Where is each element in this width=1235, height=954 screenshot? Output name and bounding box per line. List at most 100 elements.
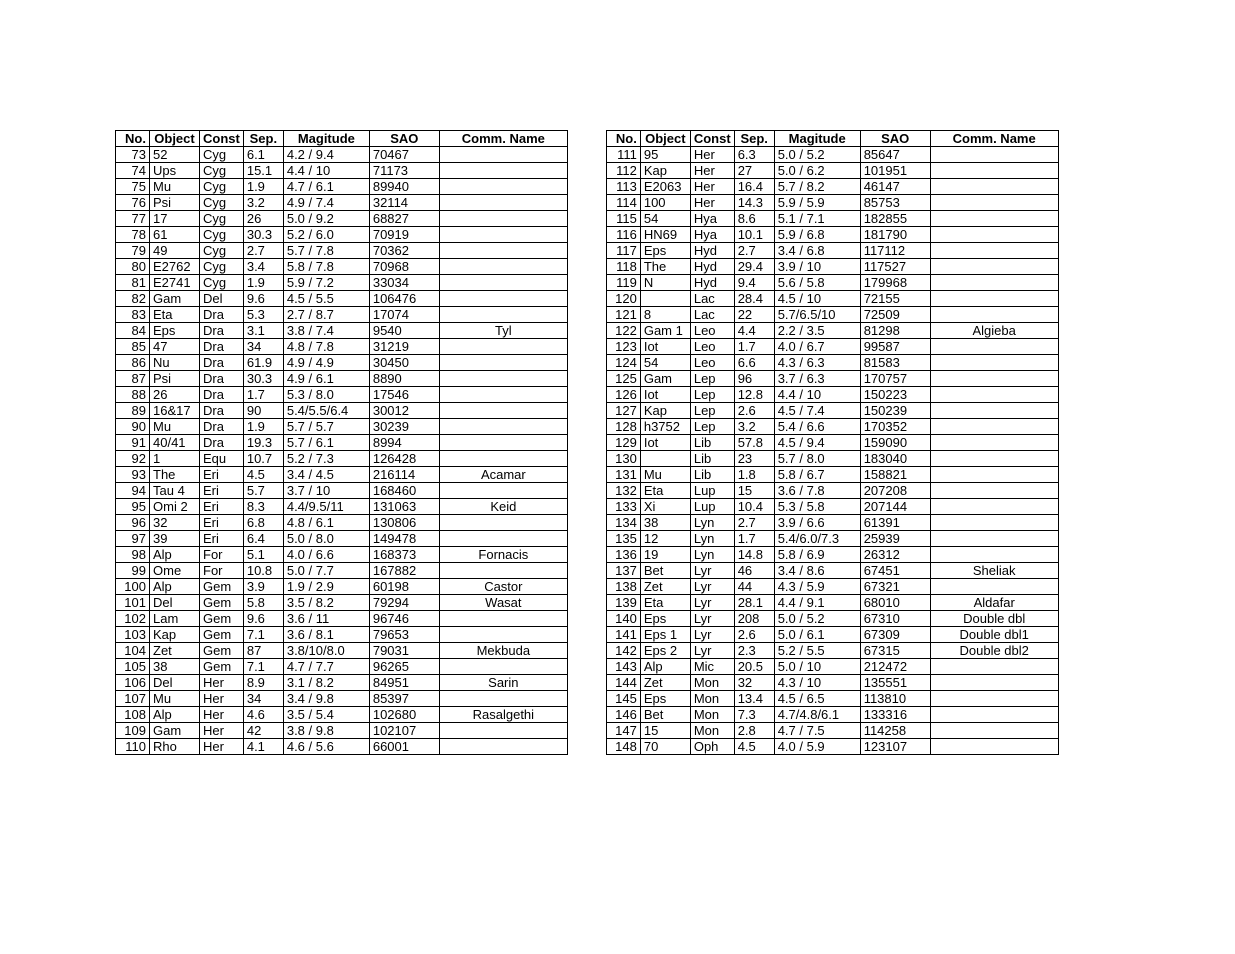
cell-object: Eps	[150, 323, 200, 339]
cell-sep: 16.4	[734, 179, 774, 195]
cell-sao: 81298	[860, 323, 930, 339]
cell-const: For	[200, 547, 244, 563]
cell-object: Lam	[150, 611, 200, 627]
cell-sao: 68827	[369, 211, 439, 227]
cell-comm-name	[439, 211, 567, 227]
cell-magitude: 5.8 / 7.8	[283, 259, 369, 275]
cell-object: 38	[150, 659, 200, 675]
cell-magitude: 5.3 / 5.8	[774, 499, 860, 515]
cell-comm-name	[930, 387, 1058, 403]
cell-object: Eps	[640, 243, 690, 259]
cell-object: Alp	[150, 579, 200, 595]
cell-sep: 6.3	[734, 147, 774, 163]
cell-const: Lep	[690, 403, 734, 419]
cell-sep: 3.1	[243, 323, 283, 339]
cell-object: 26	[150, 387, 200, 403]
cell-no: 85	[116, 339, 150, 355]
table-row: 132EtaLup153.6 / 7.8207208	[606, 483, 1058, 499]
table-row: 122Gam 1Leo4.42.2 / 3.581298Algieba	[606, 323, 1058, 339]
cell-comm-name: Keid	[439, 499, 567, 515]
cell-no: 86	[116, 355, 150, 371]
table-row: 9739Eri6.45.0 / 8.0149478	[116, 531, 568, 547]
cell-magitude: 5.8 / 6.7	[774, 467, 860, 483]
cell-comm-name	[439, 163, 567, 179]
cell-sep: 6.8	[243, 515, 283, 531]
cell-magitude: 4.2 / 9.4	[283, 147, 369, 163]
cell-sao: 159090	[860, 435, 930, 451]
cell-comm-name	[439, 243, 567, 259]
cell-object: Gam 1	[640, 323, 690, 339]
cell-magitude: 4.4 / 10	[774, 387, 860, 403]
cell-sep: 2.6	[734, 627, 774, 643]
cell-sep: 1.7	[243, 387, 283, 403]
cell-object: 38	[640, 515, 690, 531]
cell-sao: 117527	[860, 259, 930, 275]
table-row: 113E2063Her16.45.7 / 8.246147	[606, 179, 1058, 195]
cell-comm-name	[439, 627, 567, 643]
cell-sao: 85647	[860, 147, 930, 163]
cell-const: Dra	[200, 323, 244, 339]
table-row: 112KapHer275.0 / 6.2101951	[606, 163, 1058, 179]
cell-const: Her	[690, 179, 734, 195]
cell-comm-name	[930, 371, 1058, 387]
cell-object: 54	[640, 211, 690, 227]
table-row: 7717Cyg265.0 / 9.268827	[116, 211, 568, 227]
cell-sep: 22	[734, 307, 774, 323]
table-row: 8547Dra344.8 / 7.831219	[116, 339, 568, 355]
cell-object: Del	[150, 595, 200, 611]
cell-object: Ups	[150, 163, 200, 179]
cell-no: 126	[606, 387, 640, 403]
cell-sao: 72155	[860, 291, 930, 307]
cell-no: 97	[116, 531, 150, 547]
cell-sao: 102107	[369, 723, 439, 739]
cell-const: Del	[200, 291, 244, 307]
cell-magitude: 3.5 / 8.2	[283, 595, 369, 611]
cell-sao: 17074	[369, 307, 439, 323]
cell-magitude: 5.4 / 6.6	[774, 419, 860, 435]
cell-comm-name	[930, 547, 1058, 563]
cell-comm-name: Double dbl2	[930, 643, 1058, 659]
cell-sep: 34	[243, 691, 283, 707]
cell-no: 93	[116, 467, 150, 483]
cell-no: 105	[116, 659, 150, 675]
cell-magitude: 3.8/10/8.0	[283, 643, 369, 659]
cell-object: 12	[640, 531, 690, 547]
cell-const: Lep	[690, 419, 734, 435]
cell-sep: 7.1	[243, 627, 283, 643]
cell-const: Mon	[690, 691, 734, 707]
cell-sao: 131063	[369, 499, 439, 515]
cell-const: Gem	[200, 627, 244, 643]
cell-sep: 1.9	[243, 419, 283, 435]
cell-const: Eri	[200, 467, 244, 483]
cell-const: Eri	[200, 515, 244, 531]
cell-no: 101	[116, 595, 150, 611]
cell-magitude: 4.7 / 6.1	[283, 179, 369, 195]
cell-sao: 68010	[860, 595, 930, 611]
cell-sep: 5.8	[243, 595, 283, 611]
cell-const: Lup	[690, 483, 734, 499]
cell-sao: 117112	[860, 243, 930, 259]
cell-sep: 9.6	[243, 611, 283, 627]
cell-comm-name	[930, 723, 1058, 739]
cell-sao: 70362	[369, 243, 439, 259]
cell-object: Bet	[640, 563, 690, 579]
cell-comm-name	[439, 371, 567, 387]
table-row: 76PsiCyg3.24.9 / 7.432114	[116, 195, 568, 211]
cell-comm-name	[930, 483, 1058, 499]
cell-no: 140	[606, 611, 640, 627]
cell-comm-name	[930, 739, 1058, 755]
cell-magitude: 2.7 / 8.7	[283, 307, 369, 323]
cell-no: 120	[606, 291, 640, 307]
cell-const: Lep	[690, 371, 734, 387]
cell-no: 136	[606, 547, 640, 563]
cell-magitude: 1.9 / 2.9	[283, 579, 369, 595]
cell-no: 79	[116, 243, 150, 259]
cell-object: Eta	[640, 483, 690, 499]
table-row: 108AlpHer4.63.5 / 5.4102680Rasalgethi	[116, 707, 568, 723]
cell-magitude: 4.9 / 6.1	[283, 371, 369, 387]
table-row: 104ZetGem873.8/10/8.079031Mekbuda	[116, 643, 568, 659]
cell-comm-name	[930, 435, 1058, 451]
tables-container: No. Object Const Sep. Magitude SAO Comm.…	[115, 130, 1059, 755]
table-row: 10538Gem7.14.7 / 7.796265	[116, 659, 568, 675]
cell-const: Lyr	[690, 563, 734, 579]
